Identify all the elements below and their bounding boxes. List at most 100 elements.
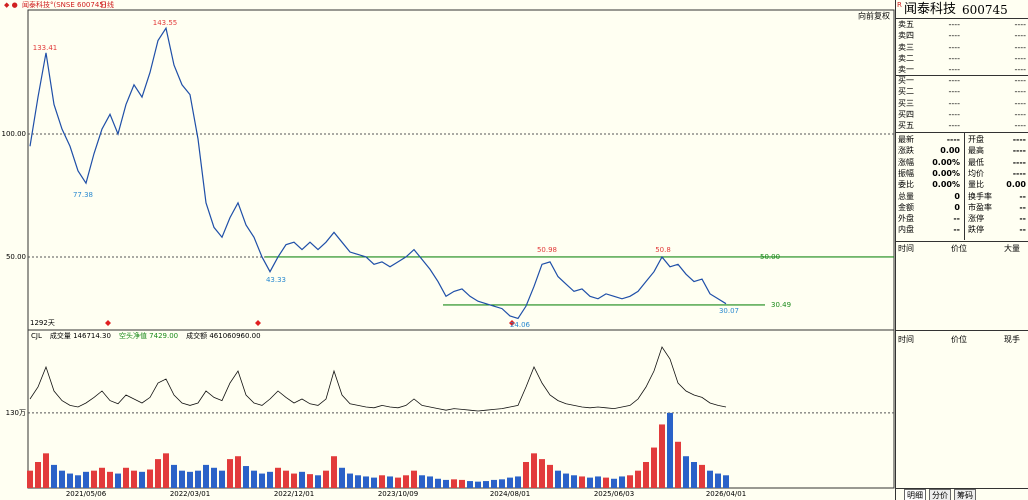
separator	[896, 18, 1028, 19]
book-price: ----	[948, 98, 960, 108]
period[interactable]: 日线	[100, 0, 114, 9]
stat-value: ----	[946, 135, 960, 144]
volume-bar	[579, 476, 585, 488]
separator	[896, 132, 1028, 133]
stock-name: 闻泰科技	[904, 2, 957, 17]
book-price: ----	[948, 20, 960, 29]
volume-bar	[35, 462, 41, 488]
book-volume: ----	[1014, 76, 1026, 85]
volume-bar	[395, 477, 401, 488]
stat-value: ----	[1012, 168, 1026, 178]
volume-bar	[595, 476, 601, 488]
stat-value: --	[1019, 202, 1026, 212]
volume-bar	[667, 412, 673, 488]
volume-bar	[547, 464, 553, 488]
volume-bar	[227, 459, 233, 488]
volume-bar	[475, 481, 481, 488]
trades-header: 大量	[1004, 244, 1020, 253]
book-volume: ----	[1014, 53, 1026, 63]
separator	[896, 241, 1028, 242]
stat-label: 涨幅	[898, 157, 914, 167]
volume-bar	[683, 456, 689, 488]
volume-bar	[715, 473, 721, 488]
y-tick-label: 100.00	[2, 130, 27, 138]
ticks-header: 价位	[951, 335, 967, 344]
separator	[896, 75, 1028, 76]
stat-value: --	[953, 214, 960, 224]
symbol-title: 闻泰科技°(SNSE 600745)	[22, 0, 107, 9]
column-divider	[964, 133, 965, 240]
volume-bar	[587, 477, 593, 488]
book-volume: ----	[1014, 98, 1026, 108]
x-tick-label: 2024/08/01	[490, 490, 530, 498]
book-label: 买三	[898, 98, 914, 108]
stat-value: ----	[1012, 146, 1026, 156]
volume-tick-label: 130万	[6, 409, 26, 417]
volume-bar	[195, 470, 201, 488]
separator	[896, 488, 1028, 489]
stat-value: --	[953, 225, 960, 235]
adjust-mode[interactable]: 向前复权	[858, 11, 890, 21]
stat-label: 内盘	[898, 225, 914, 235]
stat-label: 涨跌	[898, 146, 914, 156]
volume-bar	[467, 481, 473, 488]
volume-bar	[27, 470, 33, 488]
stat-value: 0	[954, 191, 960, 201]
volume-bar	[267, 471, 273, 488]
volume-bar	[451, 479, 457, 488]
price-annotation: 77.38	[73, 191, 93, 199]
volume-bar	[259, 473, 265, 488]
volume-legend: 空头净值 7429.00	[119, 331, 178, 340]
volume-bar	[523, 462, 529, 488]
price-annotation: 30.07	[719, 307, 739, 315]
volume-bar	[299, 471, 305, 488]
price-line	[29, 26, 727, 320]
book-volume: ----	[1014, 109, 1026, 119]
stat-label: 最高	[968, 146, 984, 156]
book-label: 买二	[898, 87, 914, 97]
separator	[896, 330, 1028, 331]
volume-bar	[675, 441, 681, 488]
level-label: 30.49	[771, 301, 791, 309]
volume-legend: 成交额 461060960.00	[186, 331, 260, 340]
volume-bar	[563, 473, 569, 488]
book-price: ----	[948, 65, 960, 75]
stat-value: --	[1019, 214, 1026, 224]
span-label: 1292天	[30, 319, 55, 327]
volume-bar	[659, 424, 665, 488]
level-label: 50.00	[760, 253, 780, 261]
book-price: ----	[948, 109, 960, 119]
volume-bar	[91, 470, 97, 488]
volume-bar	[107, 471, 113, 488]
volume-bar	[211, 467, 217, 488]
volume-bar	[363, 476, 369, 488]
volume-bar	[51, 464, 57, 488]
volume-bar	[371, 477, 377, 488]
tab[interactable]: 分价	[929, 489, 951, 500]
volume-bar	[355, 475, 361, 488]
volume-bar	[723, 475, 729, 488]
book-price: ----	[948, 42, 960, 52]
volume-bar	[619, 476, 625, 488]
book-label: 卖二	[898, 53, 914, 63]
stock-code: 600745	[962, 3, 1008, 17]
volume-bar	[67, 473, 73, 488]
tab[interactable]: 明细	[904, 489, 926, 500]
volume-bar	[603, 477, 609, 488]
price-annotation: 43.33	[266, 276, 286, 284]
book-label: 卖一	[898, 65, 914, 75]
tab[interactable]: 筹码	[954, 489, 976, 500]
cjl-line	[29, 346, 727, 412]
stat-value: 0.00	[1006, 180, 1026, 190]
stat-value: 0.00	[940, 146, 960, 156]
ticks-header: 时间	[898, 335, 914, 344]
book-price: ----	[948, 31, 960, 41]
volume-bar	[491, 479, 497, 488]
volume-bar	[427, 476, 433, 488]
flag: R	[897, 1, 902, 9]
volume-bar	[147, 469, 153, 488]
x-tick-label: 2023/10/09	[378, 490, 418, 498]
volume-legend: 成交量 146714.30	[50, 331, 111, 340]
volume-bar	[379, 475, 385, 488]
book-volume: ----	[1014, 42, 1026, 52]
